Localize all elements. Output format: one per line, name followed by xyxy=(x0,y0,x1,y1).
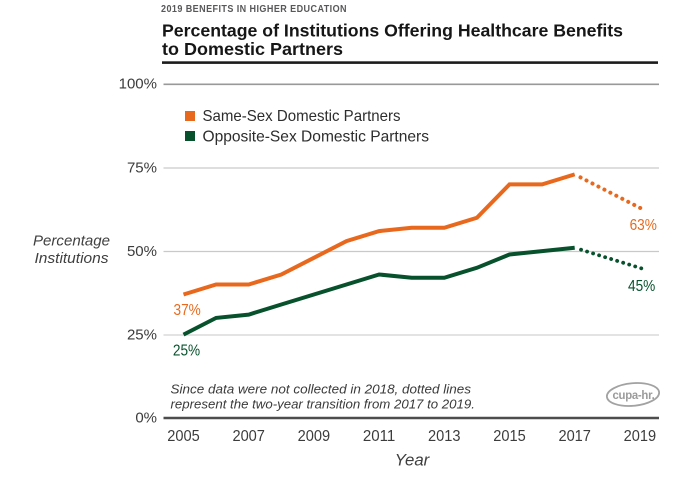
svg-text:37%: 37% xyxy=(174,302,201,319)
svg-text:75%: 75% xyxy=(127,159,157,176)
svg-text:2013: 2013 xyxy=(428,428,461,445)
svg-text:25%: 25% xyxy=(173,342,200,359)
svg-text:50%: 50% xyxy=(127,243,157,260)
svg-text:2007: 2007 xyxy=(232,428,265,445)
svg-text:2019: 2019 xyxy=(624,428,657,445)
svg-text:2019 BENEFITS IN HIGHER EDUCAT: 2019 BENEFITS IN HIGHER EDUCATION xyxy=(161,3,347,15)
svg-text:2015: 2015 xyxy=(493,428,526,445)
svg-text:2011: 2011 xyxy=(363,428,396,445)
svg-text:100%: 100% xyxy=(119,76,157,93)
svg-text:represent the two-year transit: represent the two-year transition from 2… xyxy=(171,397,475,412)
svg-text:Since data were not collected: Since data were not collected in 2018, d… xyxy=(171,381,472,396)
svg-text:Same-Sex Domestic Partners: Same-Sex Domestic Partners xyxy=(203,108,401,125)
svg-text:2009: 2009 xyxy=(298,428,331,445)
svg-text:cupa-hr.: cupa-hr. xyxy=(613,388,655,402)
svg-text:63%: 63% xyxy=(630,217,657,234)
svg-text:Institutions: Institutions xyxy=(35,251,109,267)
svg-text:2017: 2017 xyxy=(558,428,591,445)
svg-text:45%: 45% xyxy=(628,278,655,295)
svg-text:to Domestic Partners: to Domestic Partners xyxy=(162,39,343,59)
svg-text:25%: 25% xyxy=(127,326,157,343)
svg-text:0%: 0% xyxy=(135,409,157,426)
svg-text:Percentage: Percentage xyxy=(33,234,110,250)
svg-text:Year: Year xyxy=(395,451,431,470)
svg-text:Opposite-Sex Domestic Partners: Opposite-Sex Domestic Partners xyxy=(203,129,430,146)
svg-text:2005: 2005 xyxy=(167,428,200,445)
svg-text:Percentage of Institutions Off: Percentage of Institutions Offering Heal… xyxy=(162,20,623,40)
